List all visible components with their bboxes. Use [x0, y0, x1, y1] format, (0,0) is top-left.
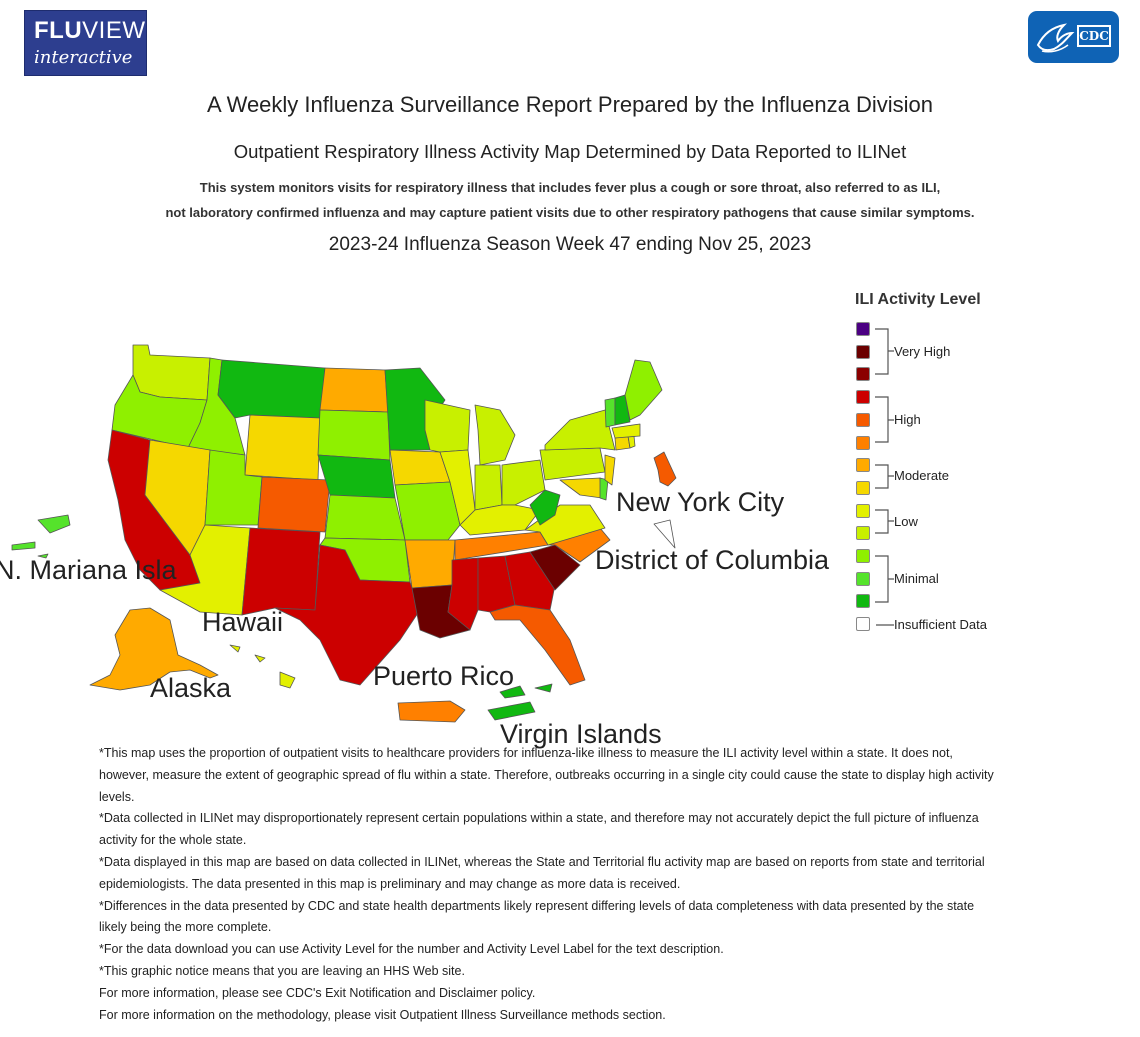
label-puerto-rico: Puerto Rico — [373, 661, 514, 691]
state-new-york-city[interactable] — [653, 519, 676, 549]
state-kansas[interactable] — [324, 494, 406, 541]
state-new-mexico[interactable] — [241, 527, 321, 616]
state-massachusetts[interactable] — [611, 423, 641, 439]
note-text: *Differences in the data presented by CD… — [99, 898, 975, 935]
description-line-1: This system monitors visits for respirat… — [199, 180, 941, 195]
state-arkansas[interactable] — [404, 539, 456, 589]
state-indiana[interactable] — [474, 464, 503, 511]
page-subtitle: Outpatient Respiratory Illness Activity … — [233, 141, 907, 162]
legend-label-insufficient-data: Insufficient Data — [894, 617, 987, 632]
state-virgin-islands[interactable] — [487, 683, 553, 721]
note-link-exit-notification[interactable]: For more information, please see CDC's E… — [99, 985, 536, 1000]
fluview-logo[interactable]: FLUVIEW interactive — [24, 10, 147, 76]
notes: *This map uses the proportion of outpati… — [99, 743, 999, 1026]
legend-swatch-level-8 — [856, 435, 870, 450]
state-vermont[interactable] — [604, 397, 616, 428]
cdc-logo-text: CDC — [1077, 25, 1111, 47]
legend-swatch-insufficient — [856, 617, 870, 632]
state-nebraska[interactable] — [317, 454, 396, 499]
description-line-2: not laboratory confirmed influenza and m… — [165, 205, 975, 220]
state-florida[interactable] — [489, 604, 586, 686]
legend-swatch-level-13 — [856, 322, 870, 336]
state-missouri[interactable] — [394, 481, 461, 541]
legend-brackets — [875, 328, 894, 626]
note-text: *Data collected in ILINet may disproport… — [99, 811, 979, 848]
note-text: *For the data download you can use Activ… — [99, 942, 724, 957]
note-text: *This graphic notice means that you are … — [99, 963, 465, 978]
legend-label-moderate: Moderate — [894, 468, 949, 483]
legend-swatch-level-11 — [856, 367, 870, 382]
legend-label-very-high: Very High — [894, 344, 951, 359]
season-week-label: 2023-24 Influenza Season Week 47 ending … — [328, 234, 812, 255]
legend-swatch-level-10 — [856, 390, 870, 405]
state-texas[interactable] — [274, 544, 421, 686]
state-wyoming[interactable] — [244, 414, 321, 481]
state-virginia[interactable] — [524, 504, 606, 546]
legend-swatch-level-4 — [856, 526, 870, 541]
state-wisconsin[interactable] — [424, 399, 471, 453]
legend-swatch-level-12 — [856, 344, 870, 359]
note-text: *Data displayed in this map are based on… — [99, 854, 985, 891]
state-alaska[interactable] — [89, 607, 219, 691]
fluview-logo-line1: FLUVIEW — [34, 17, 146, 44]
ili-activity-map: New York City District of Columbia N. Ma… — [0, 344, 830, 749]
state-south-dakota[interactable] — [317, 409, 391, 461]
legend-label-low: Low — [894, 514, 918, 529]
cdc-logo[interactable]: CDC — [1028, 11, 1119, 63]
state-maryland[interactable] — [559, 477, 603, 499]
state-pennsylvania[interactable] — [539, 447, 606, 481]
label-district-of-columbia: District of Columbia — [595, 545, 830, 575]
legend-title: ILI Activity Level — [855, 291, 981, 308]
state-washington[interactable] — [132, 344, 211, 401]
legend-swatch-level-5 — [856, 503, 870, 518]
label-n-mariana-islands: N. Mariana Isla — [0, 555, 178, 585]
legend-label-high: High — [894, 412, 921, 427]
state-maine[interactable] — [624, 359, 663, 421]
state-west-virginia[interactable] — [529, 489, 561, 526]
legend-swatch-level-1 — [856, 594, 870, 609]
label-hawaii: Hawaii — [202, 607, 283, 637]
label-virgin-islands: Virgin Islands — [500, 719, 662, 749]
hhs-eagle-icon — [1036, 23, 1075, 53]
fluview-logo-line2: interactive — [34, 47, 133, 68]
label-alaska: Alaska — [150, 673, 232, 703]
legend-swatch-level-2 — [856, 571, 870, 586]
label-new-york-city: New York City — [616, 487, 785, 517]
state-michigan[interactable] — [474, 404, 516, 466]
state-north-dakota[interactable] — [319, 367, 389, 413]
legend-swatch-level-6 — [856, 480, 870, 495]
state-hawaii[interactable] — [229, 644, 296, 689]
legend-swatch-level-9 — [856, 412, 870, 427]
state-ohio[interactable] — [501, 459, 546, 506]
page-title: A Weekly Influenza Surveillance Report P… — [207, 92, 933, 117]
state-colorado[interactable] — [257, 476, 331, 533]
note-text: *This map uses the proportion of outpati… — [99, 746, 994, 804]
legend-swatch-level-3 — [856, 549, 870, 563]
state-south-carolina[interactable] — [529, 544, 581, 591]
state-new-york[interactable] — [544, 409, 616, 451]
state-puerto-rico[interactable] — [397, 700, 466, 723]
legend-label-minimal: Minimal — [894, 571, 939, 586]
state-kentucky[interactable] — [459, 504, 541, 536]
legend-swatch-level-7 — [856, 458, 870, 473]
state-georgia[interactable] — [504, 551, 556, 611]
state-montana[interactable] — [217, 359, 326, 419]
state-new-jersey[interactable] — [604, 454, 616, 486]
note-link-methodology[interactable]: For more information on the methodology,… — [99, 1007, 666, 1022]
state-district-of-columbia[interactable] — [653, 451, 677, 487]
state-n-mariana-islands[interactable] — [11, 514, 71, 559]
